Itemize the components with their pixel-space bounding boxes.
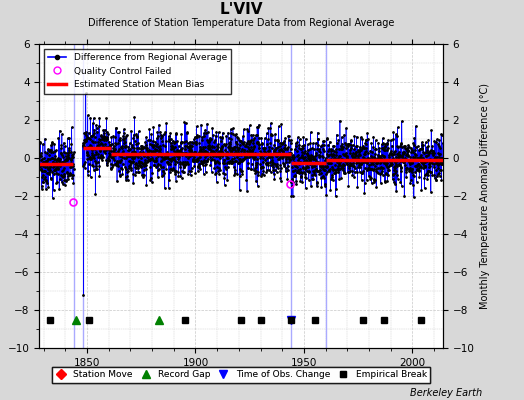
Legend: Difference from Regional Average, Quality Control Failed, Estimated Station Mean: Difference from Regional Average, Qualit… [44, 48, 232, 94]
Text: Berkeley Earth: Berkeley Earth [410, 388, 482, 398]
Text: Difference of Station Temperature Data from Regional Average: Difference of Station Temperature Data f… [88, 18, 394, 28]
Y-axis label: Monthly Temperature Anomaly Difference (°C): Monthly Temperature Anomaly Difference (… [480, 83, 490, 309]
Text: L'VIV: L'VIV [219, 2, 263, 17]
